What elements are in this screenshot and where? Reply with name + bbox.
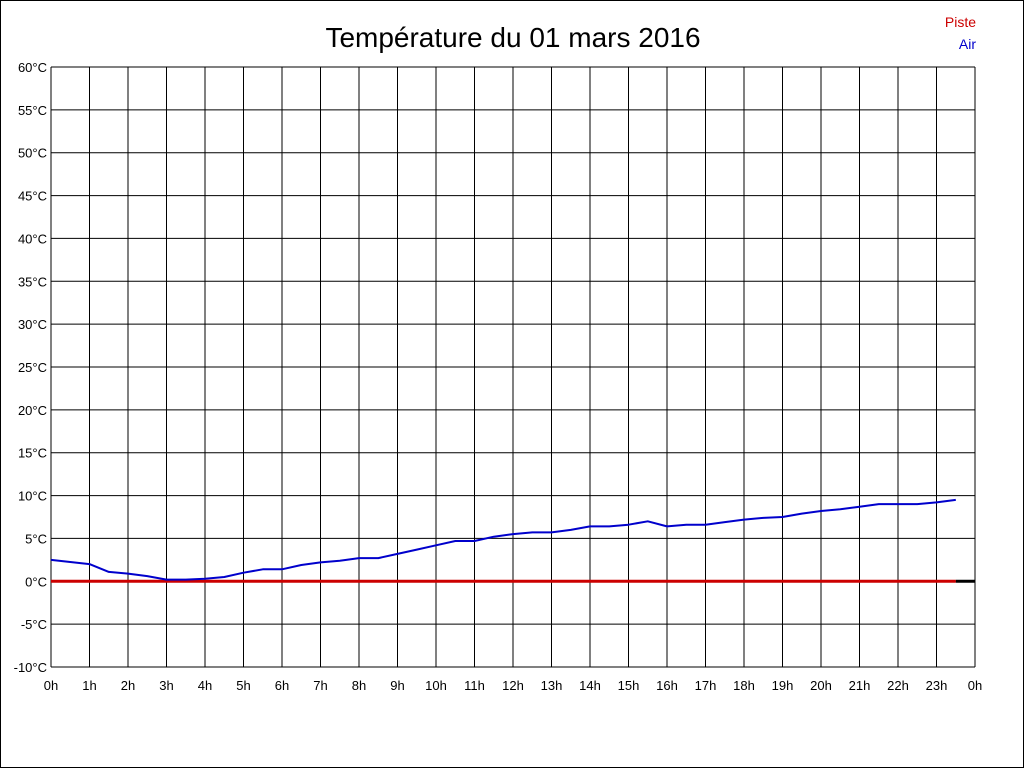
chart-title: Température du 01 mars 2016	[325, 22, 700, 53]
x-tick-label: 4h	[198, 678, 212, 693]
y-axis-ticks: 60°C 55°C 50°C 45°C 40°C 35°C 30°C 25°C 20°C 15°C…	[14, 60, 47, 675]
x-tick-label: 0h	[44, 678, 58, 693]
x-tick-label: 7h	[313, 678, 327, 693]
y-tick-label: 50°C	[18, 146, 47, 161]
x-tick-label: 10h	[425, 678, 447, 693]
x-tick-label: 23h	[926, 678, 948, 693]
x-tick-label: 16h	[656, 678, 678, 693]
x-tick-label: 20h	[810, 678, 832, 693]
y-tick-label: 5°C	[25, 531, 47, 546]
x-tick-label: 15h	[618, 678, 640, 693]
y-tick-label: 55°C	[18, 103, 47, 118]
x-tick-label: 5h	[236, 678, 250, 693]
x-tick-label: 2h	[121, 678, 135, 693]
x-tick-label: 21h	[849, 678, 871, 693]
series-line-air	[50, 498, 956, 581]
y-tick-label: 45°C	[18, 189, 47, 204]
y-tick-label: 30°C	[18, 317, 47, 332]
x-tick-label: 13h	[541, 678, 563, 693]
y-tick-label: 20°C	[18, 403, 47, 418]
x-tick-label: 18h	[733, 678, 755, 693]
x-tick-label: 19h	[772, 678, 794, 693]
legend-entry-air: Air	[959, 36, 976, 52]
series-lines	[50, 498, 975, 583]
grid	[50, 66, 976, 668]
x-tick-label: 14h	[579, 678, 601, 693]
x-tick-label: 9h	[390, 678, 404, 693]
x-tick-label: 8h	[352, 678, 366, 693]
x-tick-label: 11h	[464, 678, 485, 693]
x-axis-ticks: 0h 1h 2h 3h 4h 5h 6h 7h 8h 9h 10h 11h 12h 13h 14h 15h 16…	[44, 678, 982, 693]
y-tick-label: 10°C	[18, 489, 47, 504]
y-tick-label: 25°C	[18, 360, 47, 375]
x-tick-label: 6h	[275, 678, 289, 693]
y-tick-label: 15°C	[18, 446, 47, 461]
x-tick-label: 1h	[82, 678, 96, 693]
y-tick-label: 40°C	[18, 231, 47, 246]
x-tick-label: 17h	[695, 678, 717, 693]
y-tick-label: 35°C	[18, 274, 47, 289]
legend-entry-piste: Piste	[945, 14, 976, 30]
y-tick-label: -10°C	[14, 660, 47, 675]
y-tick-label: 60°C	[18, 60, 47, 75]
x-tick-label: 22h	[887, 678, 909, 693]
y-tick-label: 0°C	[25, 574, 47, 589]
legend: Piste Air	[945, 14, 976, 52]
x-tick-label: 0h	[968, 678, 982, 693]
x-tick-label: 12h	[502, 678, 524, 693]
y-tick-label: -5°C	[21, 617, 47, 632]
x-tick-label: 3h	[159, 678, 173, 693]
